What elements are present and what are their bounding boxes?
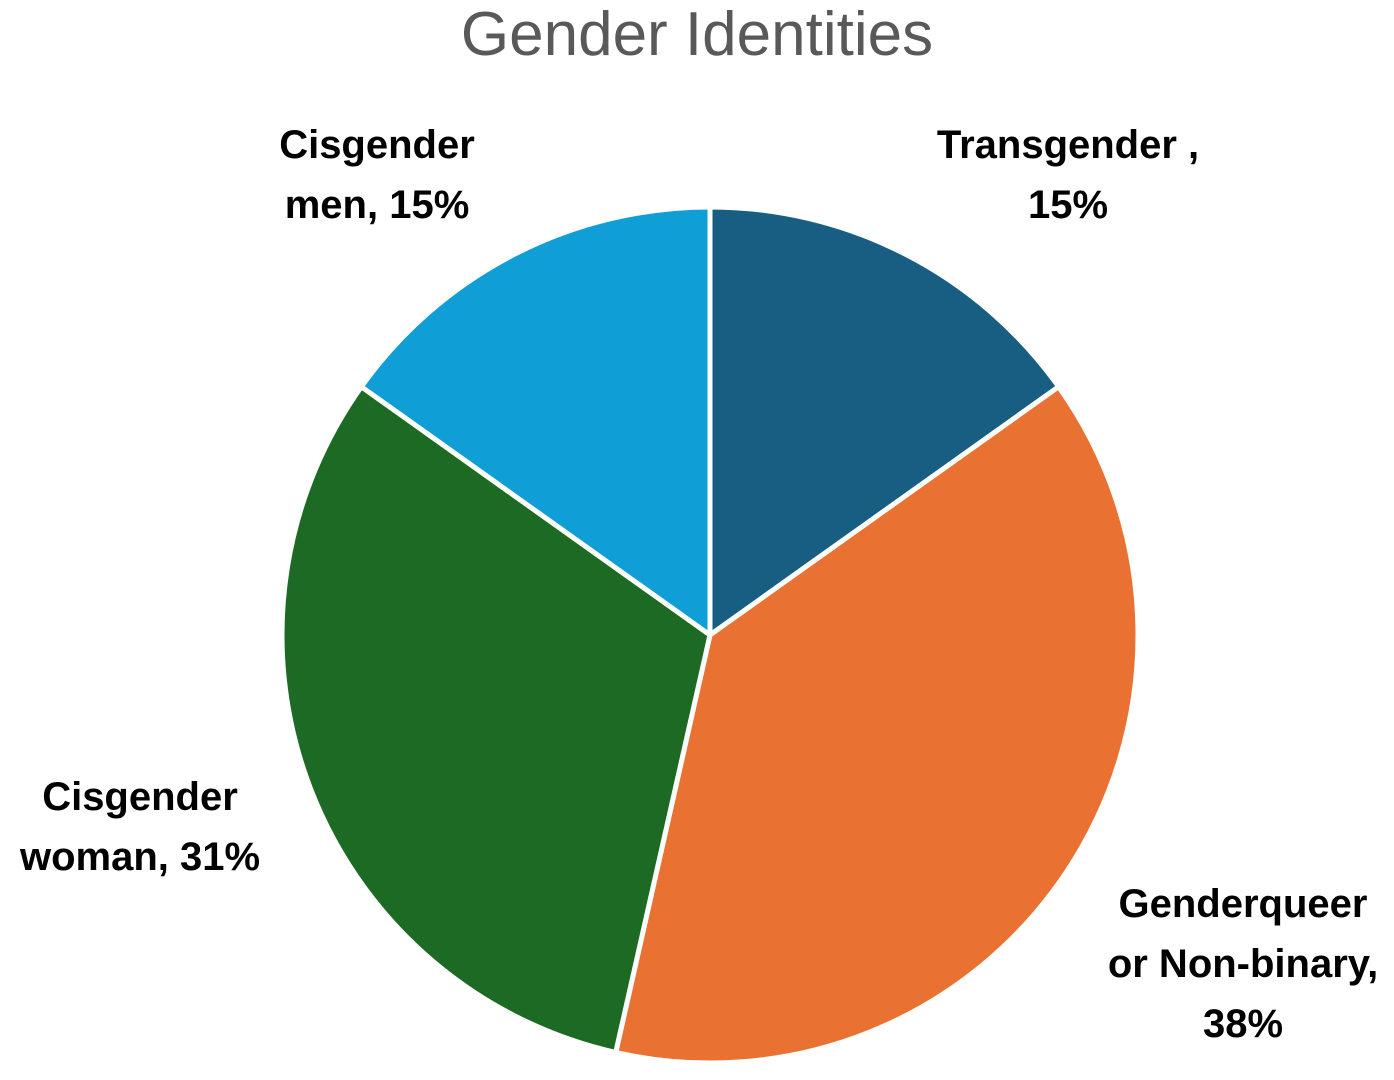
- pie-slice-genderqueer-or-non-binary: [613, 384, 1141, 1066]
- pie-labels: Transgender , 15% Genderqueer or Non-binary…: [19, 123, 1378, 1046]
- pie-label-transgender: Transgender , 15%: [937, 123, 1199, 227]
- pie-label-line: Genderqueer: [1119, 882, 1368, 926]
- pie-label-cisgender-woman: Cisgender woman, 31%: [19, 775, 260, 879]
- chart-title: Gender Identities: [460, 0, 934, 69]
- pie-label-line: men, 15%: [285, 183, 470, 227]
- pie-slices: [279, 204, 1141, 1066]
- pie-label-genderqueer-or-non-binary: Genderqueer or Non-binary, 38%: [1108, 882, 1378, 1046]
- pie-label-cisgender-men: Cisgender men, 15%: [279, 123, 475, 227]
- pie-label-line: 38%: [1203, 1002, 1283, 1046]
- pie-label-line: Cisgender: [42, 775, 238, 819]
- pie-slice-transgender: [707, 204, 1062, 638]
- pie-label-line: Transgender ,: [937, 123, 1199, 167]
- pie-label-line: 15%: [1028, 183, 1108, 227]
- pie-label-line: or Non-binary,: [1108, 942, 1378, 986]
- pie-label-line: woman, 31%: [19, 835, 260, 879]
- pie-label-line: Cisgender: [279, 123, 475, 167]
- pie-slice-cisgender-woman: [279, 384, 713, 1055]
- pie-slice-cisgender-men: [358, 204, 713, 638]
